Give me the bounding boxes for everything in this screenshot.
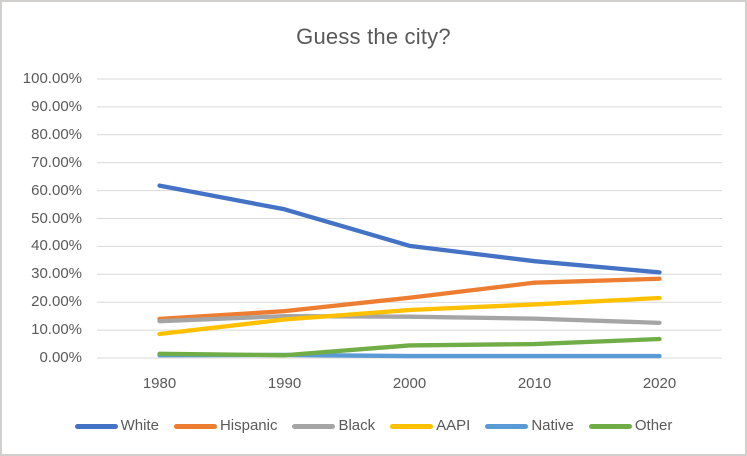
legend-marker-icon	[173, 423, 217, 429]
series-line-aapi	[157, 295, 662, 337]
legend-label: Native	[531, 417, 574, 434]
legend-marker-icon	[292, 423, 336, 429]
legend-item-black: Black	[292, 417, 375, 435]
y-axis-tick-label: 30.00%	[31, 265, 82, 283]
y-axis-tick-label: 20.00%	[31, 293, 82, 311]
x-axis-tick-label: 1980	[142, 375, 177, 392]
y-axis-tick-label: 50.00%	[31, 209, 82, 227]
legend-label: White	[120, 417, 159, 434]
y-axis-tick-label: 70.00%	[31, 153, 82, 171]
series-line-black	[157, 313, 662, 325]
legend-item-other: Other	[588, 417, 673, 435]
legend-marker-icon	[390, 423, 434, 429]
legend: White Hispanic Black AAPI Native Other	[2, 417, 745, 435]
legend-item-white: White	[74, 417, 159, 435]
series-line-other	[157, 336, 662, 358]
gridlines	[97, 78, 722, 359]
legend-item-native: Native	[485, 417, 574, 435]
legend-label: Hispanic	[219, 417, 278, 434]
x-axis-tick-label: 2000	[392, 375, 427, 392]
y-axis-tick-label: 80.00%	[31, 125, 82, 143]
series-line-hispanic	[157, 276, 662, 322]
x-axis-tick-label: 2010	[517, 375, 552, 392]
y-axis-tick-label: 10.00%	[31, 321, 82, 339]
series-line-white	[157, 183, 662, 275]
y-axis-tick-label: 40.00%	[31, 237, 82, 255]
chart-title: Guess the city?	[296, 24, 451, 49]
legend-item-hispanic: Hispanic	[173, 417, 278, 435]
legend-marker-icon	[588, 423, 632, 429]
y-axis-tick-label: 60.00%	[31, 181, 82, 199]
legend-label: Black	[338, 417, 376, 434]
x-axis-tick-label: 1990	[267, 375, 302, 392]
legend-label: Other	[634, 417, 673, 434]
legend-marker-icon	[485, 423, 529, 429]
x-axis-tick-label: 2020	[642, 375, 677, 392]
y-axis-tick-label: 100.00%	[22, 70, 82, 87]
y-axis-tick-label: 0.00%	[39, 349, 82, 366]
legend-marker-icon	[74, 423, 118, 429]
legend-label: AAPI	[436, 417, 471, 434]
legend-item-aapi: AAPI	[390, 417, 470, 435]
y-axis-tick-label: 90.00%	[31, 97, 82, 115]
